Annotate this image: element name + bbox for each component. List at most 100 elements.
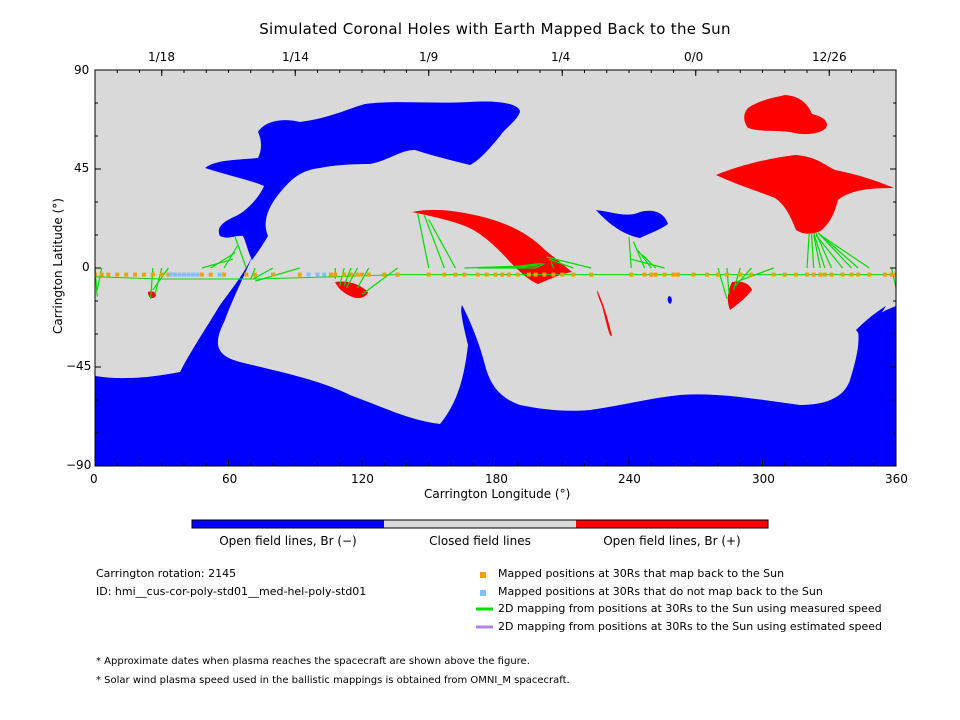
measured-mapping-line xyxy=(417,212,430,269)
x-tick-label: 240 xyxy=(618,472,641,486)
mapped-position-marker xyxy=(724,272,729,277)
mapped-position-marker xyxy=(426,272,431,277)
measured-mapping-line xyxy=(637,250,652,269)
mapped-position-marker xyxy=(560,272,565,277)
mapped-position-marker xyxy=(360,272,364,277)
date-tick-label: 1/14 xyxy=(282,50,309,64)
positive-patch-a xyxy=(335,281,368,299)
north-negative-hole xyxy=(205,101,520,261)
unmapped-position-marker xyxy=(186,272,191,277)
axis-ticks xyxy=(94,69,897,467)
mid-negative-patch xyxy=(596,210,668,238)
mapped-position-marker xyxy=(704,272,709,277)
measured-mapping-line xyxy=(813,232,826,269)
mapped-position-marker xyxy=(629,272,634,277)
measured-mapping-line xyxy=(535,263,545,269)
chart-title: Simulated Coronal Holes with Earth Mappe… xyxy=(259,20,731,38)
measured-mapping-line xyxy=(96,267,103,291)
y-axis-title: Carrington Latitude (°) xyxy=(51,198,65,334)
unmapped-position-marker xyxy=(177,272,182,277)
mapped-position-marker xyxy=(662,272,667,277)
unmapped-square-icon xyxy=(480,590,486,596)
mapped-position-marker xyxy=(133,272,138,277)
mapped-position-marker xyxy=(141,272,146,277)
mapped-position-marker xyxy=(159,272,164,277)
mapped-position-marker xyxy=(500,272,505,277)
mapped-position-marker xyxy=(542,272,547,277)
colorbar-closed xyxy=(384,520,576,528)
mapped-position-marker xyxy=(271,272,275,277)
positive-patch-b xyxy=(148,291,156,299)
north-positive-cap xyxy=(744,95,827,135)
mapped-position-marker xyxy=(822,272,827,277)
mapped-position-marker xyxy=(749,272,754,277)
colorbar xyxy=(191,519,769,529)
date-tick-label: 0/0 xyxy=(684,50,704,64)
mapped-position-marker xyxy=(856,272,861,277)
colorbar-label-open-negative: Open field lines, Br (−) xyxy=(219,534,357,548)
measured-mapping-line xyxy=(735,267,752,286)
mapped-position-marker xyxy=(526,272,531,277)
mapped-position-marker xyxy=(805,272,809,277)
mapped-position-marker xyxy=(653,272,658,277)
measured-mapping-line xyxy=(806,232,810,269)
mapped-position-marker xyxy=(208,272,213,277)
mapped-position-marker xyxy=(811,272,816,277)
legend-label: 2D mapping from positions at 30Rs to the… xyxy=(498,620,883,633)
mapped-position-marker xyxy=(493,272,498,277)
measured-mapping-line xyxy=(810,232,815,269)
unmapped-position-marker xyxy=(217,272,222,277)
colorbar-open-positive xyxy=(576,520,768,528)
mapped-position-marker xyxy=(506,272,511,277)
legend-label: Mapped positions at 30Rs that do not map… xyxy=(498,585,823,598)
mapped-position-marker xyxy=(889,272,894,277)
mapped-position-marker xyxy=(867,272,872,277)
mapped-position-marker xyxy=(818,272,823,277)
mapped-position-marker xyxy=(691,272,696,277)
y-tick-label: −90 xyxy=(66,458,92,472)
carrington-rotation-text: Carrington rotation: 2145 xyxy=(96,567,237,580)
estimated-line-icon xyxy=(476,625,493,629)
mapped-position-markers xyxy=(95,272,896,277)
measured-mapping-line xyxy=(726,267,730,295)
mapped-position-marker xyxy=(166,272,171,277)
colorbar-label-open-positive: Open field lines, Br (+) xyxy=(603,534,741,548)
mapped-position-marker xyxy=(738,272,743,277)
mapped-position-marker xyxy=(840,272,845,277)
mapped-position-marker xyxy=(106,272,111,277)
measured-mapping-line xyxy=(631,258,665,269)
mapped-position-marker xyxy=(484,272,489,277)
measured-mapping-line xyxy=(632,241,646,269)
measured-mapping-line xyxy=(234,236,247,269)
mapped-position-marker xyxy=(355,272,360,277)
measured-mapping-line xyxy=(641,254,657,269)
unmapped-position-marker xyxy=(322,272,327,277)
legend-label: 2D mapping from positions at 30Rs to the… xyxy=(498,602,882,615)
date-tick-label: 1/4 xyxy=(551,50,571,64)
mapped-position-marker xyxy=(150,272,155,277)
mapped-position-marker xyxy=(849,272,854,277)
mapped-position-marker xyxy=(571,272,576,277)
mapped-position-marker xyxy=(366,272,371,277)
mapped-position-marker xyxy=(589,272,594,277)
measured-mapping-line xyxy=(628,237,632,269)
y-tick-label: −45 xyxy=(66,359,92,373)
mapped-position-marker xyxy=(297,272,302,277)
unmapped-position-marker xyxy=(182,272,186,277)
mapped-square-icon xyxy=(480,572,486,578)
y-tick-label: 45 xyxy=(74,161,90,175)
date-tick-label: 1/9 xyxy=(419,50,439,64)
measured-mapping-line xyxy=(502,263,541,269)
measured-mapping-line xyxy=(550,261,554,269)
unmapped-position-marker xyxy=(306,272,311,277)
x-tick-label: 300 xyxy=(752,472,775,486)
x-tick-label: 120 xyxy=(351,472,374,486)
mapped-position-marker xyxy=(649,272,654,277)
mapping-lines xyxy=(95,212,896,299)
measured-mapping-line xyxy=(345,267,359,289)
measured-mapping-line xyxy=(813,234,821,269)
x-tick-label: 0 xyxy=(90,472,98,486)
mapped-position-marker xyxy=(716,272,720,277)
x-tick-label: 360 xyxy=(885,472,908,486)
mapped-position-marker xyxy=(395,272,400,277)
